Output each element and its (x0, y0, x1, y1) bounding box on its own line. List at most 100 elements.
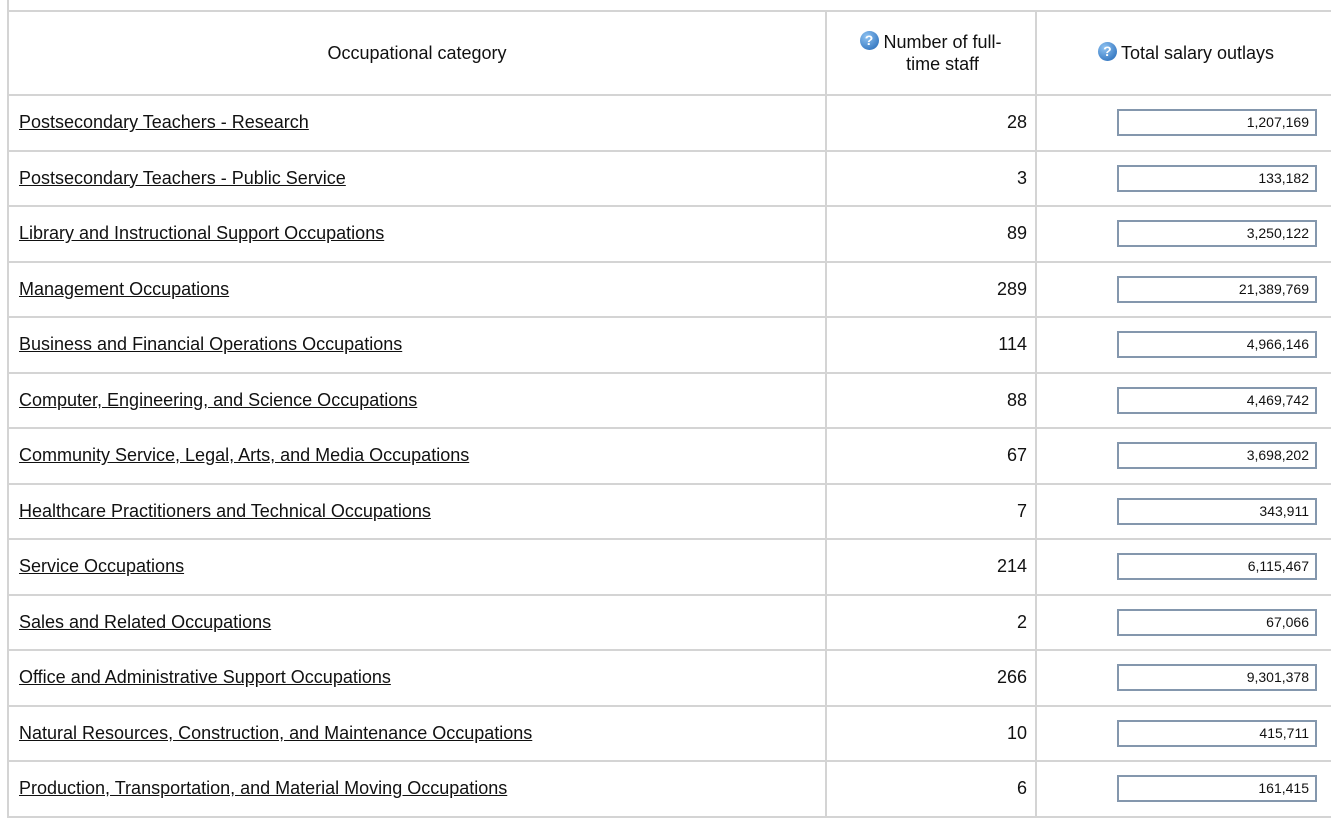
table-row: Natural Resources, Construction, and Mai… (7, 704, 1331, 762)
table-row: Postsecondary Teachers - Research 28 1,207… (7, 94, 1331, 152)
header-cell: Occupational category (7, 10, 827, 96)
salary-box: 9,301,378 (1117, 664, 1317, 692)
category-cell: Management Occupations (7, 260, 827, 318)
table-row: Postsecondary Teachers - Public Service 3… (7, 149, 1331, 207)
category-cell: Office and Administrative Support Occupa… (7, 649, 827, 707)
staff-count: 88 (1006, 389, 1027, 410)
salary-cell: 161,415 (1035, 760, 1331, 818)
table-row: Library and Instructional Support Occupa… (7, 205, 1331, 263)
staff-count: 2 (1016, 611, 1027, 632)
salary-box: 161,415 (1117, 775, 1317, 803)
staff-count: 6 (1016, 778, 1027, 799)
category-link[interactable]: Office and Administrative Support Occupa… (19, 667, 391, 688)
staff-cell: 28 (825, 94, 1037, 152)
salary-box: 3,250,122 (1117, 220, 1317, 248)
staff-count: 89 (1006, 223, 1027, 244)
header-label: Number of full-time staff (883, 32, 1002, 74)
help-icon[interactable]: ? (1097, 42, 1117, 61)
salary-cell: 3,698,202 (1035, 427, 1331, 485)
category-link[interactable]: Healthcare Practitioners and Technical O… (19, 500, 431, 521)
category-link[interactable]: Library and Instructional Support Occupa… (19, 223, 385, 244)
staff-count: 289 (996, 278, 1027, 299)
salary-box: 21,389,769 (1117, 275, 1317, 303)
category-link[interactable]: Natural Resources, Construction, and Mai… (19, 722, 533, 743)
category-cell: Postsecondary Teachers - Research (7, 94, 827, 152)
category-cell: Service Occupations (7, 538, 827, 596)
staff-count: 67 (1006, 445, 1027, 466)
category-cell: Business and Financial Operations Occupa… (7, 316, 827, 374)
header-cell: ? Number of full-time staff (825, 10, 1037, 96)
staff-cell: 3 (825, 149, 1037, 207)
salary-cell: 4,966,146 (1035, 316, 1331, 374)
category-link[interactable]: Service Occupations (19, 556, 185, 577)
category-cell: Postsecondary Teachers - Public Service (7, 149, 827, 207)
category-link[interactable]: Sales and Related Occupations (19, 611, 272, 632)
salary-box: 1,207,169 (1117, 109, 1317, 137)
salary-box: 133,182 (1117, 164, 1317, 192)
table-container: Occupational category? Number of full-tim… (7, 0, 1331, 818)
salary-cell: 21,389,769 (1035, 260, 1331, 318)
salary-cell: 343,911 (1035, 482, 1331, 540)
table-body: Postsecondary Teachers - Research 28 1,207… (7, 94, 1331, 818)
category-link[interactable]: Computer, Engineering, and Science Occup… (19, 389, 418, 410)
staff-count: 10 (1006, 722, 1027, 743)
staff-cell: 289 (825, 260, 1037, 318)
staff-cell: 114 (825, 316, 1037, 374)
staff-count: 3 (1016, 167, 1027, 188)
category-link[interactable]: Management Occupations (19, 278, 230, 299)
salary-box: 4,966,146 (1117, 331, 1317, 359)
table-row: Production, Transportation, and Material… (7, 760, 1331, 818)
salary-box: 67,066 (1117, 608, 1317, 636)
table-row: Service Occupations 214 6,115,467 (7, 538, 1331, 596)
salary-box: 6,115,467 (1117, 553, 1317, 581)
salary-table: Occupational category? Number of full-tim… (7, 10, 1331, 818)
table-row: Management Occupations 289 21,389,769 (7, 260, 1331, 318)
header-label: Occupational category (327, 43, 507, 63)
salary-cell: 4,469,742 (1035, 371, 1331, 429)
salary-cell: 415,711 (1035, 704, 1331, 762)
category-cell: Computer, Engineering, and Science Occup… (7, 371, 827, 429)
salary-cell: 1,207,169 (1035, 94, 1331, 152)
category-cell: Community Service, Legal, Arts, and Medi… (7, 427, 827, 485)
category-cell: Natural Resources, Construction, and Mai… (7, 704, 827, 762)
staff-cell: 7 (825, 482, 1037, 540)
category-link[interactable]: Production, Transportation, and Material… (19, 778, 508, 799)
staff-cell: 67 (825, 427, 1037, 485)
table-row: Office and Administrative Support Occupa… (7, 649, 1331, 707)
salary-cell: 133,182 (1035, 149, 1331, 207)
staff-cell: 214 (825, 538, 1037, 596)
header-cell: ? Total salary outlays (1035, 10, 1331, 96)
staff-count: 28 (1006, 112, 1027, 133)
category-link[interactable]: Business and Financial Operations Occupa… (19, 334, 403, 355)
salary-box: 4,469,742 (1117, 386, 1317, 414)
staff-count: 214 (996, 556, 1027, 577)
salary-box: 3,698,202 (1117, 442, 1317, 470)
table-row: Sales and Related Occupations 2 67,066 (7, 593, 1331, 651)
category-link[interactable]: Postsecondary Teachers - Research (19, 112, 309, 133)
category-link[interactable]: Community Service, Legal, Arts, and Medi… (19, 445, 470, 466)
salary-box: 415,711 (1117, 719, 1317, 747)
table-row: Business and Financial Operations Occupa… (7, 316, 1331, 374)
staff-count: 114 (998, 334, 1027, 355)
header-row: Occupational category? Number of full-tim… (7, 10, 1331, 96)
staff-cell: 6 (825, 760, 1037, 818)
header-label: Total salary outlays (1120, 43, 1275, 63)
salary-box: 343,911 (1117, 497, 1317, 525)
category-cell: Library and Instructional Support Occupa… (7, 205, 827, 263)
staff-cell: 2 (825, 593, 1037, 651)
staff-cell: 89 (825, 205, 1037, 263)
category-cell: Sales and Related Occupations (7, 593, 827, 651)
staff-count: 266 (996, 667, 1027, 688)
table-row: Community Service, Legal, Arts, and Medi… (7, 427, 1331, 485)
salary-cell: 9,301,378 (1035, 649, 1331, 707)
table-row: Computer, Engineering, and Science Occup… (7, 371, 1331, 429)
category-link[interactable]: Postsecondary Teachers - Public Service (19, 167, 346, 188)
salary-cell: 67,066 (1035, 593, 1331, 651)
staff-cell: 266 (825, 649, 1037, 707)
staff-count: 7 (1016, 500, 1027, 521)
category-cell: Production, Transportation, and Material… (7, 760, 827, 818)
help-icon[interactable]: ? (859, 31, 879, 50)
staff-cell: 10 (825, 704, 1037, 762)
category-cell: Healthcare Practitioners and Technical O… (7, 482, 827, 540)
